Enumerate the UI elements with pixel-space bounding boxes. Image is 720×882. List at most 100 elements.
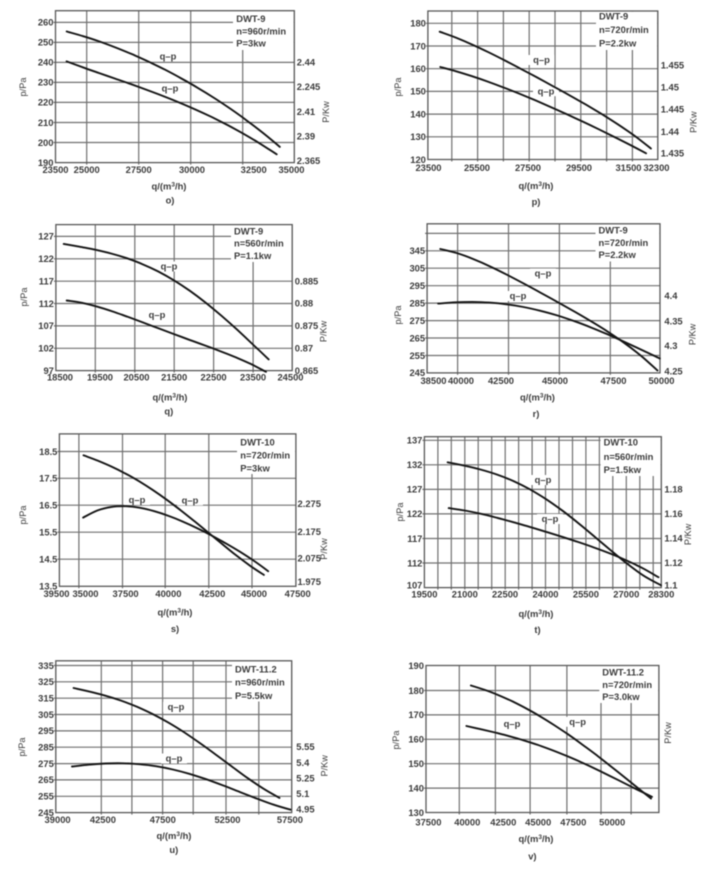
svg-text:p/Pa: p/Pa [17, 737, 27, 757]
svg-text:107: 107 [407, 579, 423, 590]
svg-text:32300: 32300 [643, 162, 669, 173]
svg-text:n=960r/min: n=960r/min [236, 26, 286, 37]
svg-text:117: 117 [39, 276, 54, 287]
svg-text:13.5: 13.5 [39, 581, 57, 592]
svg-text:2.075: 2.075 [298, 553, 321, 564]
svg-text:255: 255 [38, 791, 54, 802]
svg-text:15.5: 15.5 [39, 527, 57, 538]
svg-text:q–p: q–p [168, 701, 185, 712]
svg-text:q–p: q–p [149, 309, 166, 320]
svg-text:q–p: q–p [162, 83, 179, 94]
svg-text:q/(m3/h): q/(m3/h) [153, 392, 188, 403]
svg-text:132: 132 [407, 459, 423, 470]
svg-text:1.975: 1.975 [298, 576, 321, 587]
svg-text:DWT-9: DWT-9 [234, 226, 263, 237]
svg-text:DWT-10: DWT-10 [604, 437, 638, 448]
svg-text:P/Kw: P/Kw [688, 323, 698, 345]
svg-text:P/Kw: P/Kw [319, 320, 329, 342]
svg-text:q): q) [164, 406, 173, 417]
svg-text:25500: 25500 [464, 162, 490, 173]
svg-text:23500: 23500 [415, 162, 441, 173]
svg-text:137: 137 [407, 435, 423, 446]
svg-text:1.44: 1.44 [661, 126, 680, 137]
svg-text:37500: 37500 [415, 816, 441, 827]
svg-text:P/Kw: P/Kw [320, 755, 330, 777]
svg-text:150: 150 [410, 86, 426, 97]
svg-text:240: 240 [38, 57, 54, 68]
svg-text:DWT-9: DWT-9 [599, 225, 628, 236]
svg-text:P/Kw: P/Kw [321, 101, 331, 123]
svg-text:v): v) [528, 851, 536, 862]
svg-text:P/Kw: P/Kw [319, 538, 329, 560]
svg-text:P=3kw: P=3kw [240, 462, 270, 473]
svg-text:335: 335 [38, 660, 54, 671]
svg-text:4.4: 4.4 [664, 290, 678, 301]
svg-text:5.4: 5.4 [296, 757, 310, 768]
svg-text:260: 260 [38, 17, 54, 28]
svg-text:39000: 39000 [45, 814, 71, 825]
svg-text:q/(m3/h): q/(m3/h) [519, 608, 554, 619]
svg-text:16.5: 16.5 [39, 500, 57, 511]
svg-text:40000: 40000 [454, 816, 480, 827]
svg-text:o): o) [166, 195, 175, 206]
svg-text:47500: 47500 [560, 816, 586, 827]
svg-text:q–p: q–p [533, 54, 550, 65]
svg-text:1.16: 1.16 [664, 508, 682, 519]
svg-text:q–p: q–p [129, 494, 146, 505]
svg-text:20500: 20500 [123, 372, 149, 383]
svg-text:45000: 45000 [542, 375, 568, 386]
svg-text:DWT-11.2: DWT-11.2 [235, 663, 277, 674]
svg-text:n=560r/min: n=560r/min [234, 238, 284, 249]
svg-text:160: 160 [410, 63, 426, 74]
svg-text:p/Pa: p/Pa [19, 287, 29, 307]
svg-text:2.275: 2.275 [298, 498, 321, 509]
svg-text:285: 285 [409, 297, 425, 308]
svg-text:37500: 37500 [113, 588, 139, 599]
svg-text:1.455: 1.455 [661, 60, 684, 71]
svg-text:P=1.1kw: P=1.1kw [234, 250, 272, 261]
svg-text:DWT-11.2: DWT-11.2 [602, 666, 644, 677]
svg-text:112: 112 [407, 557, 422, 568]
svg-text:q/(m3/h): q/(m3/h) [519, 180, 554, 191]
svg-text:122: 122 [38, 253, 54, 264]
svg-text:285: 285 [38, 742, 54, 753]
svg-text:u): u) [169, 844, 178, 855]
svg-text:39500: 39500 [43, 588, 69, 599]
svg-text:DWT-9: DWT-9 [599, 11, 628, 22]
svg-text:2.44: 2.44 [297, 57, 316, 68]
svg-text:q–p: q–p [504, 718, 521, 729]
svg-text:5.55: 5.55 [296, 741, 314, 752]
svg-text:265: 265 [38, 774, 54, 785]
svg-text:21500: 21500 [161, 372, 187, 383]
svg-text:q–p: q–p [535, 474, 552, 485]
svg-text:q–p: q–p [535, 268, 552, 279]
svg-text:127: 127 [407, 484, 423, 495]
svg-text:45000: 45000 [525, 816, 551, 827]
svg-text:117: 117 [407, 533, 422, 544]
svg-text:19500: 19500 [411, 588, 437, 599]
svg-text:27000: 27000 [613, 588, 639, 599]
svg-text:220: 220 [38, 97, 54, 108]
svg-text:1.12: 1.12 [664, 557, 682, 568]
svg-text:45000: 45000 [241, 588, 267, 599]
svg-text:31500: 31500 [615, 162, 641, 173]
svg-text:q–p: q–p [538, 85, 555, 96]
svg-text:4.25: 4.25 [664, 365, 682, 376]
svg-text:q–p: q–p [161, 261, 178, 272]
svg-text:5.1: 5.1 [296, 788, 309, 799]
svg-text:29500: 29500 [566, 162, 592, 173]
svg-text:57500: 57500 [277, 814, 303, 825]
svg-text:P=2.2kw: P=2.2kw [599, 38, 637, 49]
svg-text:p/Pa: p/Pa [391, 730, 401, 750]
svg-text:P/Kw: P/Kw [689, 111, 699, 133]
svg-text:q–p: q–p [569, 716, 586, 727]
svg-text:p): p) [532, 196, 541, 207]
svg-text:q/(m3/h): q/(m3/h) [157, 830, 192, 841]
svg-text:5.25: 5.25 [296, 772, 314, 783]
svg-text:0.885: 0.885 [295, 275, 318, 286]
svg-text:P/Kw: P/Kw [683, 523, 693, 545]
svg-text:47500: 47500 [600, 375, 626, 386]
svg-text:112: 112 [39, 298, 54, 309]
svg-text:35000: 35000 [278, 164, 304, 175]
svg-text:q–p: q–p [160, 51, 177, 62]
